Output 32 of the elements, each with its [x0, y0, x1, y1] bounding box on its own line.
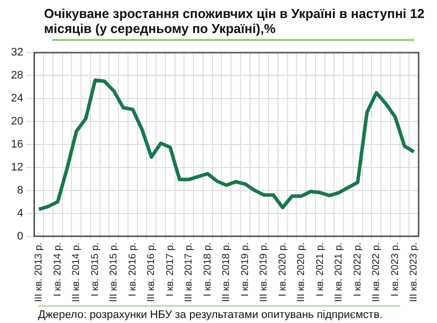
x-tick-label: III кв. 2022 р. [371, 242, 382, 302]
x-tick-label: III кв. 2020 р. [296, 242, 308, 302]
x-tick-label: III кв. 2015 р. [108, 242, 120, 302]
x-tick-label: III кв. 2023 р. [408, 242, 420, 302]
text: Джерело: розрахунки НБУ за результатами опитувань підприємств. [37, 309, 384, 321]
x-tick-label: III кв. 2019 р. [258, 242, 270, 302]
x-tick-label: I кв. 2016 р. [127, 242, 138, 296]
y-tick-label: 12 [10, 161, 24, 174]
y-tick-label: 16 [10, 138, 24, 150]
x-tick-label: I кв. 2015 р. [90, 242, 101, 296]
x-tick-label: I кв. 2014 р. [52, 242, 64, 296]
x-tick-label: I кв. 2023 р. [390, 242, 401, 296]
x-tick-label: I кв. 2020 р. [277, 242, 288, 296]
y-tick-label: 20 [10, 116, 24, 128]
x-tick-label: I кв. 2022 р. [352, 242, 364, 296]
x-tick-label: III кв. 2014 р. [71, 242, 82, 302]
x-tick-label: III кв. 2018 р. [221, 242, 232, 302]
x-tick-label: I кв. 2019 р. [240, 242, 251, 296]
x-tick-label: III кв. 2017 р. [184, 242, 195, 302]
x-tick-label: III кв. 2013 р. [34, 242, 45, 302]
y-tick-label: 4 [17, 207, 24, 220]
y-tick-label: 0 [17, 230, 24, 242]
y-tick-label: 32 [10, 46, 24, 59]
y-tick-label: 24 [10, 92, 24, 105]
x-tick-label: I кв. 2021 р. [314, 242, 326, 296]
y-tick-label: 8 [17, 184, 24, 196]
x-tick-label: III кв. 2021 р. [334, 242, 345, 302]
chart-title: Очікуване зростання споживчих цін в Україні в наступні 12 місяців (у середньому по Україні),% [43, 6, 426, 36]
x-tick-label: III кв. 2016 р. [146, 242, 158, 302]
x-tick-label: I кв. 2018 р. [202, 242, 214, 296]
y-tick-label: 28 [10, 70, 24, 82]
x-tick-label: I кв. 2017 р. [164, 242, 176, 296]
